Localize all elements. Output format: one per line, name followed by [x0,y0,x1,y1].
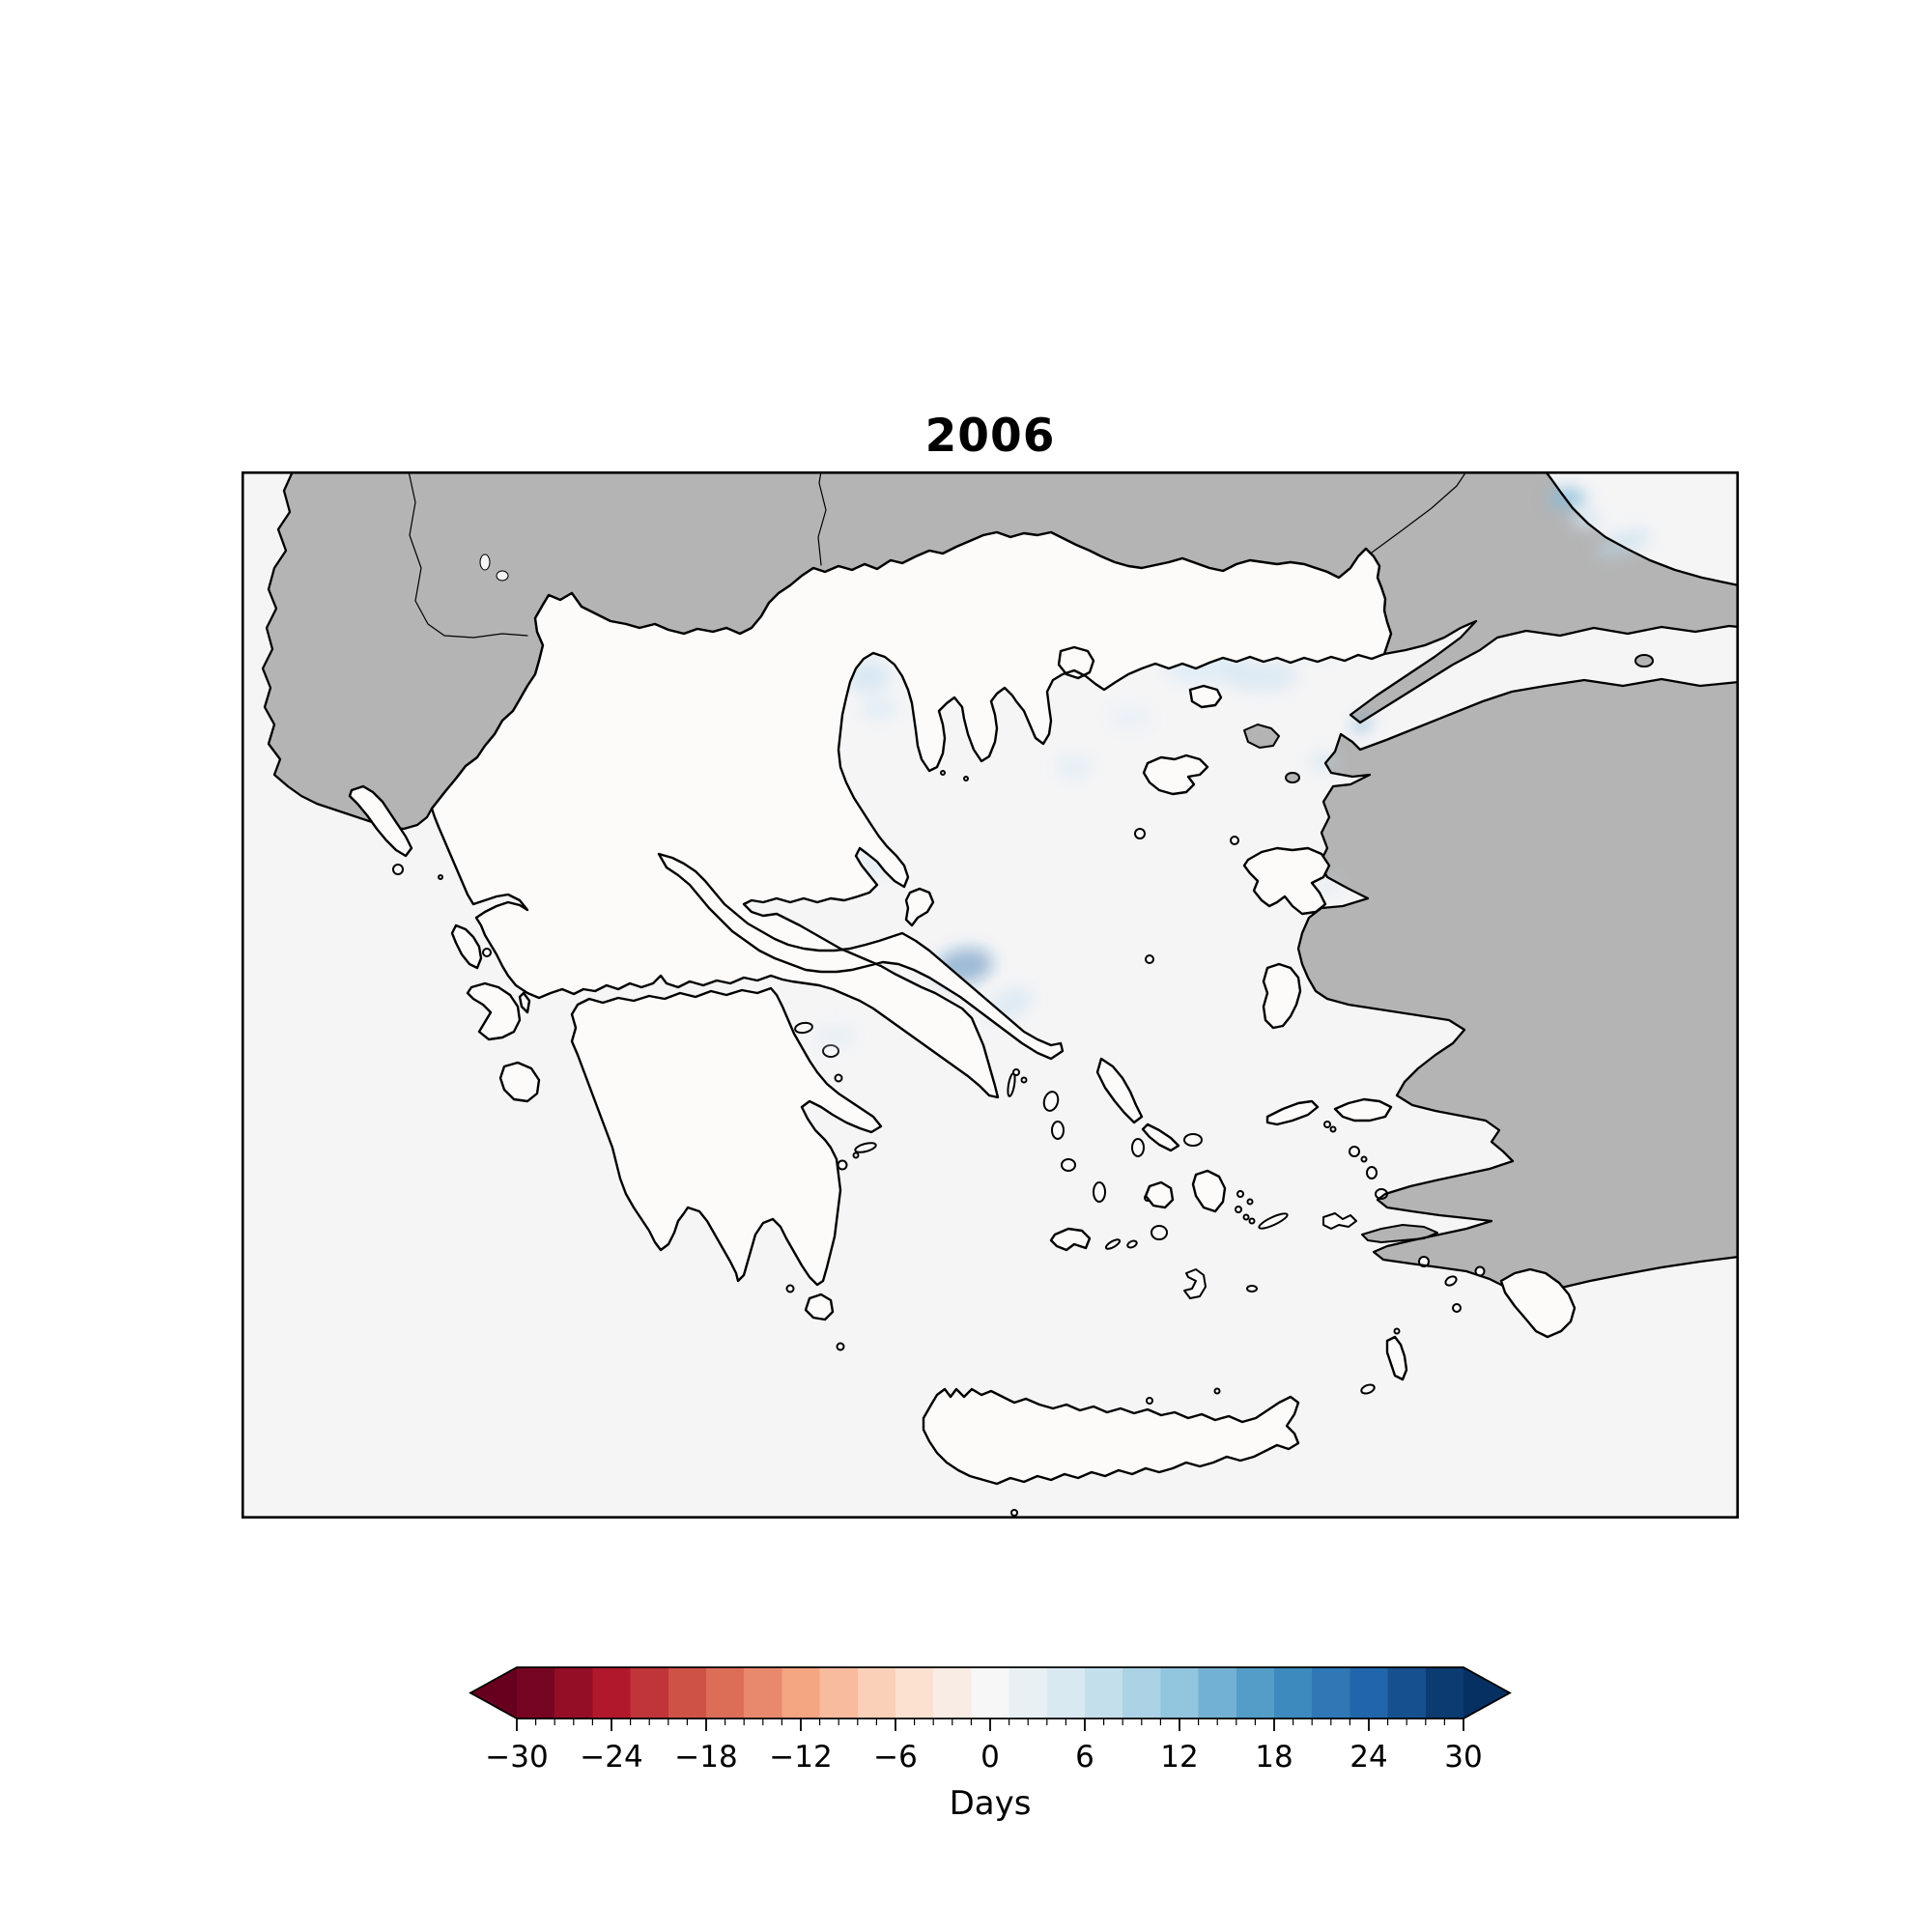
colorbar: −30 −24 −18 −12 −6 0 6 12 18 24 30 Days [469,1666,1512,1823]
svg-text:−12: −12 [769,1740,832,1775]
map-canvas [242,471,1739,1519]
imbros-island [1243,724,1280,749]
colorbar-ticks [516,1719,1464,1731]
svg-text:−24: −24 [580,1740,642,1775]
svg-text:30: 30 [1444,1740,1482,1775]
blacksea-coastline [1544,471,1739,587]
plot-title: 2006 [924,410,1056,463]
albania-nmacedonia-border [408,471,528,639]
svg-text:−6: −6 [873,1740,918,1775]
svg-text:−30: −30 [485,1740,548,1775]
svg-text:12: 12 [1160,1740,1198,1775]
colorbar-extend-max-arrow [1463,1667,1510,1719]
balkans-land [263,471,1739,829]
bozcaada-island [1285,772,1300,783]
lake-prespa [496,570,509,582]
svg-text:18: 18 [1255,1740,1293,1775]
small-islands-group [392,770,1486,1517]
coastlines-group [261,471,1739,1486]
nmacedonia-bulgaria-border [817,471,827,566]
lake-ohrid [479,554,491,571]
svg-text:24: 24 [1350,1740,1387,1775]
colorbar-axis-label: Days [950,1784,1032,1823]
anatolia-land [1298,679,1739,1294]
colorbar-tick-labels: −30 −24 −18 −12 −6 0 6 12 18 24 30 [485,1740,1482,1775]
bulgaria-turkey-border [1371,471,1467,554]
svg-text:6: 6 [1075,1740,1094,1775]
marmara-island [1634,654,1654,668]
anatolia-coastline [1296,677,1739,1296]
map-frame [242,471,1739,1519]
svg-text:0: 0 [980,1740,1000,1775]
thrace-marmara-coastline [1349,619,1739,724]
colorbar-extend-min-arrow [470,1667,517,1719]
svg-text:−18: −18 [674,1740,737,1775]
colorbar-ramp [517,1667,1463,1719]
no-data-land-region [263,471,1739,1294]
